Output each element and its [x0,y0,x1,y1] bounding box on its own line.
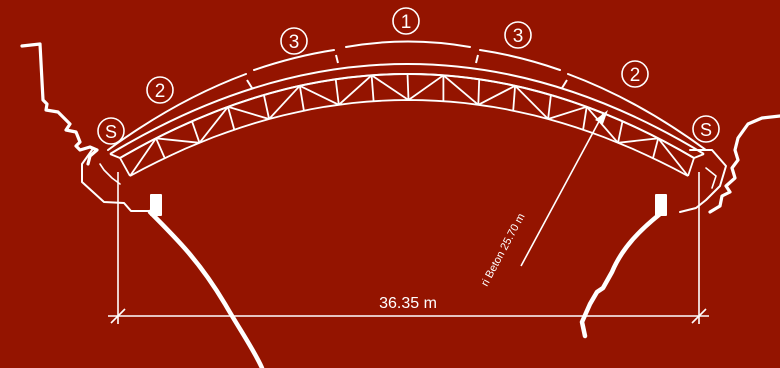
truss-vertical [617,121,624,143]
svg-text:S: S [700,120,712,140]
segment-marker-upper-right: 3 [504,21,532,49]
truss-diagonal [299,84,340,106]
truss-diagonal [268,85,301,120]
segment-marker-lower-left: 2 [146,76,174,104]
support-marker-left: S [97,117,125,145]
truss-vertical [298,85,305,111]
segment-joints [109,54,705,159]
truss-vertical [477,79,481,105]
truss-diagonal [547,105,587,120]
truss-vertical [227,106,236,130]
truss-vertical [370,75,375,102]
left-abutment [20,42,265,368]
truss-diagonal [617,137,659,144]
truss-diagonal [371,74,410,101]
truss-vertical [582,106,588,130]
support-marker-right: S [692,115,720,143]
truss-top-chord [119,73,695,159]
svg-text:S: S [105,122,117,142]
truss-vertical [334,79,340,105]
truss-vertical [263,94,270,120]
segment-marker-crown: 1 [392,7,420,35]
truss-vertical [155,137,166,159]
right-abutment [579,114,780,339]
truss-diagonal [586,106,619,144]
segment-marker-lower-right: 2 [621,60,649,88]
left-bearing [150,194,162,216]
truss-vertical [406,73,410,101]
truss-diagonal [155,137,200,144]
truss-diagonal [657,137,689,177]
truss-vertical [652,138,660,159]
truss-diagonal [442,74,479,106]
right-bearing [655,194,667,216]
truss-diagonal [227,105,270,120]
truss-diagonal [514,85,549,120]
svg-text:2: 2 [155,81,166,102]
span-dimension [108,172,709,324]
radius-label: ri Beton 25.70 m [479,212,527,289]
truss-falsework [119,73,695,177]
truss-vertical [191,121,201,144]
truss-diagonal [338,74,373,106]
truss-vertical [547,94,552,120]
formwork-segments [107,40,707,151]
svg-text:2: 2 [630,65,641,86]
svg-text:1: 1 [401,12,412,33]
truss-vertical [512,85,516,111]
truss-diagonal [198,106,229,144]
segment-marker-upper-left: 3 [280,27,308,55]
span-label: 36.35 m [379,295,437,312]
truss-diagonal [477,85,516,106]
truss-diagonal [129,137,157,177]
svg-text:3: 3 [289,32,300,53]
svg-text:3: 3 [513,26,524,47]
truss-vertical [119,157,131,177]
truss-vertical [687,157,695,177]
truss-diagonal [407,74,444,101]
radius-leader [520,110,608,267]
